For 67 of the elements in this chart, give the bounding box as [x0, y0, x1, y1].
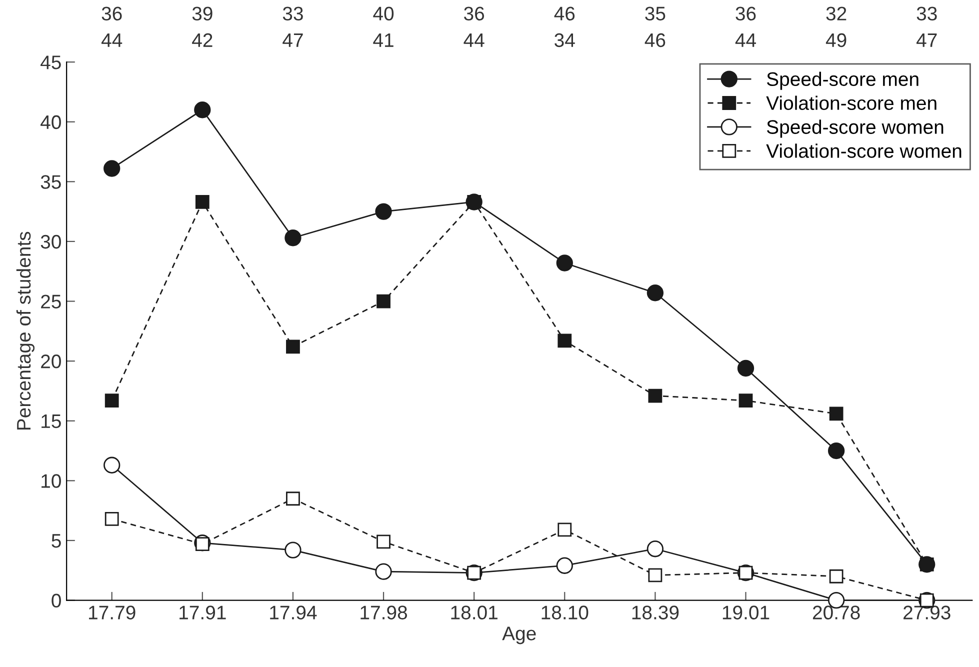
x-tick-label: 17.91: [180, 606, 226, 620]
point: [195, 195, 210, 209]
x-tick-label: 27.93: [904, 606, 950, 620]
y-tick-label: 10: [42, 474, 61, 488]
point: [556, 557, 573, 574]
legend-label: Speed-score women: [766, 120, 944, 138]
y-tick-label: 30: [40, 234, 61, 249]
x-tick-label: 17.79: [89, 606, 136, 620]
point: [467, 195, 482, 209]
point: [104, 512, 119, 526]
x-tick-label: 17.98: [360, 606, 408, 620]
point: [737, 360, 754, 377]
legend-label: Speed-score men: [766, 72, 918, 90]
point: [558, 522, 572, 537]
point: [194, 102, 211, 118]
text: 46 34: [554, 6, 575, 48]
point: [646, 284, 664, 302]
x-tick-label: 19.01: [722, 606, 770, 620]
point: [104, 160, 120, 177]
legend-label: Violation-score women: [766, 144, 962, 158]
point: [375, 563, 392, 580]
text: 36 44: [464, 6, 484, 47]
point: [286, 492, 300, 506]
text: 40 41: [373, 6, 394, 47]
y-axis-title: Percentage of students: [16, 232, 35, 430]
point: [648, 568, 662, 582]
point: [195, 537, 210, 552]
point: [829, 569, 844, 584]
point: [104, 394, 119, 408]
point: [646, 540, 664, 558]
point: [286, 340, 300, 354]
point: [284, 230, 302, 246]
y-tick-label: 5: [52, 534, 61, 548]
text: 36 44: [101, 6, 122, 47]
point: [376, 294, 390, 308]
y-tick-label: 40: [40, 115, 61, 130]
y-tick-label: 15: [42, 414, 61, 428]
point: [556, 254, 573, 272]
point: [558, 334, 572, 348]
text: 32 49: [826, 6, 846, 48]
point: [467, 566, 482, 580]
y-tick-label: 45: [40, 56, 61, 70]
text: 39 42: [192, 6, 212, 47]
point: [828, 442, 845, 460]
x-tick-label: 20.78: [812, 606, 860, 620]
point: [738, 394, 753, 408]
y-tick-label: 35: [40, 175, 61, 189]
x-tick-label: 18.10: [542, 606, 588, 620]
x-tick-label: 17.94: [270, 606, 317, 620]
point: [375, 203, 392, 220]
point: [648, 388, 662, 403]
x-tick-label: 18.01: [451, 606, 498, 620]
point: [829, 406, 844, 421]
y-tick-label: 25: [41, 294, 61, 308]
x-tick-label: 18.39: [632, 606, 679, 620]
point: [920, 557, 934, 572]
point: [376, 534, 390, 549]
point: [104, 456, 120, 474]
text: 33 47: [916, 6, 937, 47]
y-tick-label: 0: [52, 594, 61, 608]
text: 36 44: [735, 6, 756, 47]
x-axis-title: Age: [502, 626, 536, 644]
point: [284, 542, 302, 558]
text: 35 46: [644, 6, 666, 48]
legend-label: Violation-score men: [766, 96, 936, 110]
text: 33 47: [282, 6, 303, 47]
y-tick-label: 20: [41, 354, 61, 368]
